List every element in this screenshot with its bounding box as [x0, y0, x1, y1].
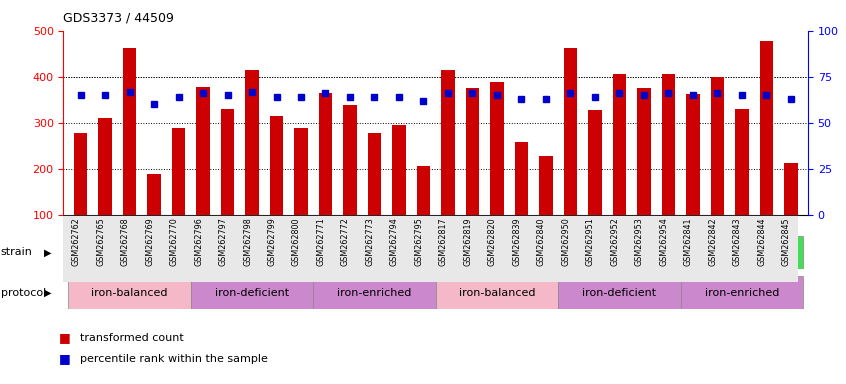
Bar	[436, 236, 803, 269]
Text: DBA/2: DBA/2	[600, 246, 639, 259]
Bar	[735, 109, 749, 215]
Text: strain: strain	[1, 247, 33, 258]
Text: GSM262799: GSM262799	[267, 217, 277, 266]
Bar	[74, 133, 87, 215]
Bar	[270, 116, 283, 215]
Bar	[393, 125, 406, 215]
Text: iron-enriched: iron-enriched	[705, 288, 779, 298]
Text: ▶: ▶	[44, 288, 52, 298]
Text: ■: ■	[59, 353, 71, 366]
Text: GSM262844: GSM262844	[757, 217, 766, 266]
Bar	[465, 88, 479, 215]
Bar	[442, 70, 454, 215]
Text: GSM262954: GSM262954	[659, 217, 668, 266]
Text: GSM262839: GSM262839	[513, 217, 521, 266]
Text: GSM262797: GSM262797	[218, 217, 228, 266]
Text: GSM262794: GSM262794	[390, 217, 399, 266]
Bar	[613, 74, 626, 215]
Bar	[711, 77, 724, 215]
Bar	[294, 128, 308, 215]
Text: GSM262817: GSM262817	[439, 217, 448, 266]
Bar	[172, 128, 185, 215]
Bar	[245, 70, 259, 215]
Text: GSM262769: GSM262769	[145, 217, 154, 266]
Text: GSM262841: GSM262841	[684, 217, 693, 266]
Text: C57BL/6: C57BL/6	[226, 246, 278, 259]
Text: GSM262773: GSM262773	[365, 217, 375, 266]
Bar	[514, 142, 528, 215]
Bar	[662, 74, 675, 215]
Text: GSM262953: GSM262953	[634, 217, 644, 266]
Text: GSM262768: GSM262768	[121, 217, 129, 266]
Bar	[69, 236, 436, 269]
Bar	[563, 48, 577, 215]
Text: iron-deficient: iron-deficient	[582, 288, 656, 298]
Bar	[196, 87, 210, 215]
Text: protocol: protocol	[1, 288, 46, 298]
Bar	[686, 94, 700, 215]
Text: GSM262952: GSM262952	[610, 217, 619, 266]
Bar	[98, 118, 112, 215]
Bar	[191, 276, 313, 309]
Bar	[784, 163, 798, 215]
Text: GSM262771: GSM262771	[316, 217, 326, 266]
Bar	[588, 110, 602, 215]
Text: GSM262840: GSM262840	[537, 217, 546, 266]
Bar	[147, 174, 161, 215]
Text: GDS3373 / 44509: GDS3373 / 44509	[63, 12, 174, 25]
Text: GSM262951: GSM262951	[586, 217, 595, 266]
Bar	[221, 109, 234, 215]
Text: iron-enriched: iron-enriched	[338, 288, 412, 298]
Text: GSM262819: GSM262819	[464, 217, 472, 266]
Text: GSM262798: GSM262798	[243, 217, 252, 266]
Text: ▶: ▶	[44, 247, 52, 258]
Bar	[69, 276, 191, 309]
Text: GSM262820: GSM262820	[488, 217, 497, 266]
Bar	[313, 276, 436, 309]
Bar	[539, 156, 552, 215]
Text: iron-deficient: iron-deficient	[215, 288, 289, 298]
Bar	[490, 82, 503, 215]
Text: GSM262950: GSM262950	[562, 217, 570, 266]
Bar	[760, 41, 773, 215]
Text: GSM262765: GSM262765	[96, 217, 105, 266]
Bar	[123, 48, 136, 215]
Bar	[417, 166, 430, 215]
Bar	[680, 276, 803, 309]
Text: GSM262772: GSM262772	[341, 217, 350, 266]
Text: GSM262800: GSM262800	[292, 217, 301, 266]
Text: iron-balanced: iron-balanced	[91, 288, 168, 298]
Bar	[558, 276, 680, 309]
Text: iron-balanced: iron-balanced	[459, 288, 536, 298]
Text: transformed count: transformed count	[80, 333, 184, 343]
Bar	[368, 133, 382, 215]
Bar	[319, 93, 332, 215]
Text: GSM262770: GSM262770	[169, 217, 179, 266]
Text: GSM262796: GSM262796	[194, 217, 203, 266]
Text: GSM262845: GSM262845	[782, 217, 791, 266]
Text: GSM262762: GSM262762	[72, 217, 80, 266]
Bar	[436, 276, 558, 309]
Text: GSM262795: GSM262795	[415, 217, 424, 266]
Bar	[343, 105, 357, 215]
Text: percentile rank within the sample: percentile rank within the sample	[80, 354, 268, 364]
Text: ■: ■	[59, 331, 71, 344]
Text: GSM262842: GSM262842	[708, 217, 717, 266]
Bar	[637, 88, 651, 215]
Text: GSM262843: GSM262843	[733, 217, 742, 266]
